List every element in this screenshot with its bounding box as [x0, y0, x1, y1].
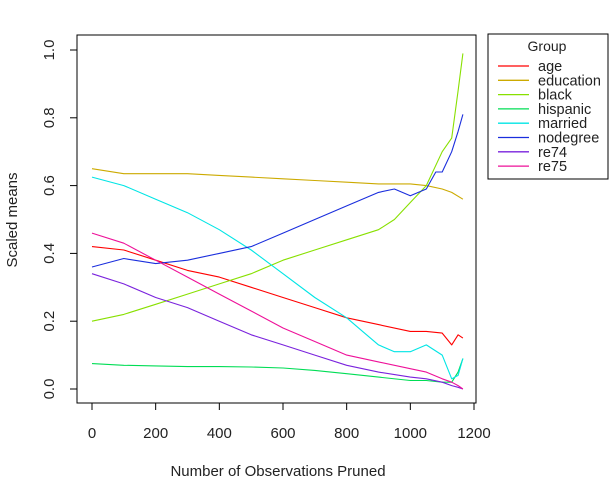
- legend-label-age: age: [538, 59, 562, 75]
- legend-title: Group: [528, 38, 567, 54]
- series-line-nodegree: [91, 114, 464, 268]
- series-line-married: [91, 176, 464, 380]
- series-line-re75: [91, 232, 464, 390]
- plot-frame: [76, 34, 477, 404]
- legend-label-re74: re74: [538, 145, 567, 161]
- legend-label-education: education: [538, 73, 601, 89]
- y-tick-label: 0.8: [41, 107, 58, 128]
- x-axis-title: Number of Observations Pruned: [170, 463, 385, 480]
- legend-label-hispanic: hispanic: [538, 102, 591, 118]
- series-line-black: [91, 53, 464, 322]
- y-tick-label: 0.6: [41, 175, 58, 196]
- legend-label-nodegree: nodegree: [538, 131, 599, 147]
- series-line-hispanic: [91, 358, 464, 383]
- x-tick-label: 400: [207, 425, 232, 442]
- y-tick-label: 1.0: [41, 40, 58, 61]
- series-line-education: [91, 168, 464, 200]
- series-line-re74: [91, 273, 464, 390]
- x-tick-label: 1200: [457, 425, 490, 442]
- legend-label-married: married: [538, 116, 587, 132]
- y-tick-label: 0.2: [41, 311, 58, 332]
- x-tick-label: 200: [143, 425, 168, 442]
- legend-label-black: black: [538, 88, 573, 104]
- legend: Group ageeducationblackhispanicmarriedno…: [487, 33, 609, 180]
- x-tick-label: 800: [334, 425, 359, 442]
- x-tick-label: 1000: [394, 425, 427, 442]
- legend-box: [487, 33, 609, 180]
- y-axis-title: Scaled means: [4, 172, 21, 267]
- y-tick-label: 0.0: [41, 379, 58, 400]
- legend-label-re75: re75: [538, 159, 567, 175]
- x-tick-label: 0: [88, 425, 96, 442]
- x-tick-label: 600: [270, 425, 295, 442]
- y-tick-label: 0.4: [41, 243, 58, 264]
- series-line-age: [91, 246, 464, 346]
